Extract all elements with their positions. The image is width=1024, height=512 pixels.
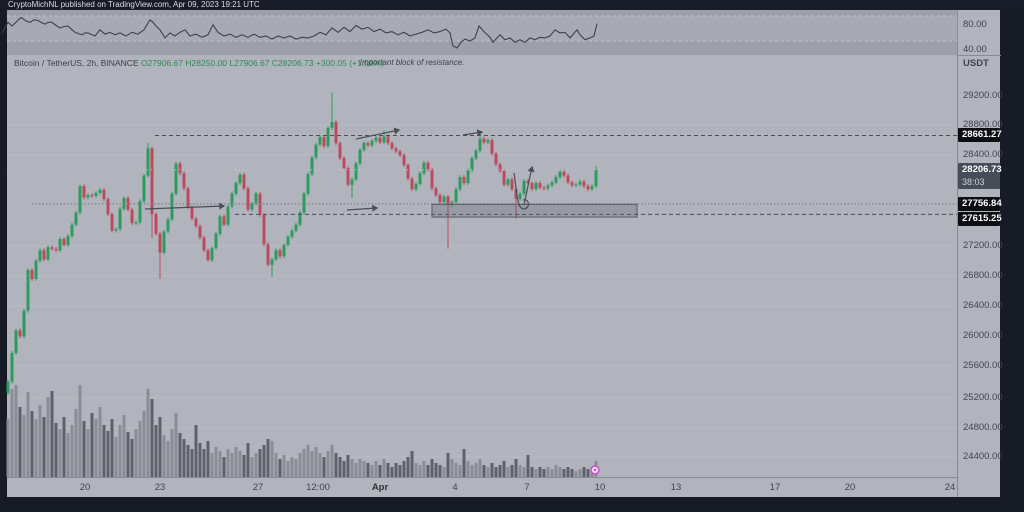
ohlc-open: O27906.67: [140, 58, 184, 68]
time-tick: 12:00: [306, 482, 330, 493]
time-tick: 13: [670, 482, 682, 493]
price-tick: 25600.00: [963, 360, 1003, 371]
publisher-bar: CryptoMichNL published on TradingView.co…: [0, 0, 1024, 10]
price-axis[interactable]: USDT 29200.00 28800.00 28400.00 27200.00 268…: [957, 10, 1003, 497]
price-tick: 29200.00: [963, 90, 1003, 101]
price-tick: 25200.00: [963, 392, 1003, 403]
time-tick: 7: [524, 482, 530, 493]
indicator-pane[interactable]: [7, 10, 957, 55]
time-tick: 10: [594, 482, 606, 493]
ohlc-change: +300.05 (+1.08%): [315, 58, 384, 68]
price-tick: 24800.00: [963, 422, 1003, 433]
resistance-annotation[interactable]: Important block of resistance.: [359, 58, 465, 67]
ohlc-low: L27906.67: [229, 58, 270, 68]
indicator-band: [7, 16, 957, 41]
price-tick: 26800.00: [963, 270, 1003, 281]
price-tick: 24400.00: [963, 451, 1003, 462]
time-tick: Apr: [371, 482, 389, 493]
time-tick: 17: [769, 482, 781, 493]
main-chart-pane[interactable]: [7, 55, 957, 477]
time-tick: 23: [154, 482, 166, 493]
time-tick: 20: [79, 482, 91, 493]
indicator-tick: 40.00: [963, 44, 987, 55]
time-tick: 20: [844, 482, 856, 493]
time-tick: 24: [944, 482, 956, 493]
price-tick: 27200.00: [963, 240, 1003, 251]
symbol-title: Bitcoin / TetherUS, 2h, BINANCE: [14, 58, 139, 68]
price-tick: 28800.00: [963, 119, 1003, 130]
time-tick: 27: [252, 482, 264, 493]
ohlc-high: H28250.00: [185, 58, 227, 68]
price-tick: 26400.00: [963, 300, 1003, 311]
ohlc-close: C28206.73: [271, 58, 314, 68]
time-tick: 4: [452, 482, 458, 493]
currency-label: USDT: [963, 58, 989, 69]
price-tick: 26000.00: [963, 330, 1003, 341]
price-tick: 28400.00: [963, 149, 1003, 160]
footer-bar: TV TradingView: [0, 497, 1024, 512]
indicator-tick: 80.00: [963, 19, 987, 30]
symbol-legend[interactable]: Bitcoin / TetherUS, 2h, BINANCE O27906.6…: [14, 58, 384, 68]
publisher-note: CryptoMichNL published on TradingView.co…: [8, 0, 260, 9]
axis-pane-separator: [958, 55, 1001, 56]
time-axis[interactable]: 20 23 27 12:00 Apr 4 7 10 13 17 20 24: [7, 477, 957, 497]
